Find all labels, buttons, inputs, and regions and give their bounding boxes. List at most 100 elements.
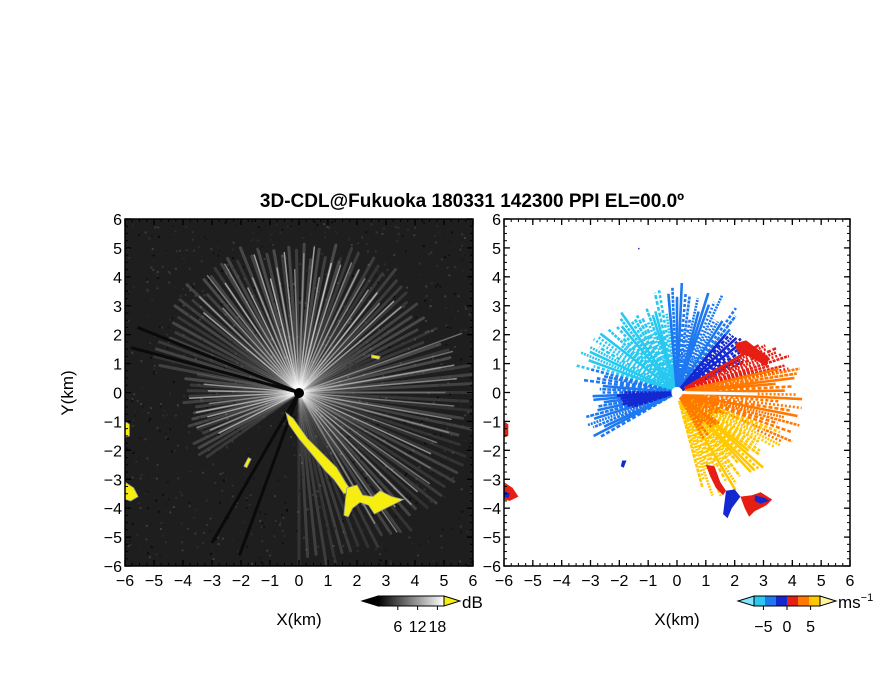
- snr-noise-cell: [220, 277, 223, 280]
- snr-noise-cell: [281, 540, 284, 543]
- snr-noise-cell: [258, 248, 261, 250]
- snr-noise-cell: [279, 231, 282, 234]
- snr-noise-cell: [428, 253, 430, 256]
- snr-noise-cell: [150, 266, 153, 269]
- snr-noise-cell: [225, 365, 227, 368]
- velocity-beam: [684, 354, 790, 392]
- snr-noise-cell: [434, 285, 437, 288]
- snr-beam: [283, 251, 300, 394]
- snr-noise-cell: [326, 226, 329, 228]
- snr-noise-cell: [430, 364, 433, 367]
- velocity-high-echo: [620, 460, 627, 468]
- snr-noise-cell: [262, 251, 265, 254]
- snr-noise-cell: [169, 392, 171, 395]
- snr-noise-cell: [279, 326, 282, 329]
- snr-noise-cell: [129, 540, 132, 543]
- radar-site-marker: [294, 388, 304, 398]
- velocity-xtick-label: −5: [524, 573, 542, 590]
- snr-xtick-label: −1: [261, 573, 279, 590]
- snr-noise-cell: [438, 384, 441, 387]
- snr-noise-cell: [402, 373, 405, 376]
- snr-beam: [297, 315, 413, 394]
- snr-noise-cell: [422, 372, 425, 375]
- snr-noise-cell: [132, 419, 135, 422]
- velocity-xtick-label: 3: [759, 573, 768, 590]
- snr-noise-cell: [323, 453, 326, 456]
- snr-noise-cell: [335, 437, 338, 440]
- snr-noise-cell: [431, 330, 434, 333]
- snr-noise-cell: [458, 398, 461, 401]
- snr-noise-cell: [369, 286, 372, 289]
- snr-noise-cell: [175, 276, 178, 279]
- snr-noise-cell: [238, 362, 241, 365]
- snr-noise-cell: [296, 510, 299, 513]
- snr-noise-cell: [277, 412, 280, 415]
- velocity-colorbar-unit-exponent: −1: [861, 592, 874, 604]
- snr-noise-cell: [403, 421, 406, 424]
- snr-beam: [297, 391, 383, 537]
- snr-noise-cell: [140, 360, 143, 363]
- snr-noise-cell: [330, 452, 333, 455]
- velocity-ytick-label: 0: [492, 386, 501, 403]
- snr-noise-cell: [315, 265, 318, 268]
- snr-beam: [298, 269, 360, 394]
- snr-noise-cell: [388, 490, 391, 492]
- snr-noise-cell: [439, 357, 442, 360]
- snr-noise-cell: [287, 336, 290, 339]
- snr-noise-cell: [149, 418, 152, 421]
- snr-noise-cell: [351, 526, 354, 529]
- velocity-beam: [680, 394, 720, 425]
- snr-noise-cell: [250, 239, 253, 242]
- snr-noise-cell: [367, 299, 370, 302]
- snr-noise-cell: [226, 446, 229, 449]
- snr-noise-cell: [222, 479, 225, 482]
- velocity-beam: [603, 374, 672, 393]
- snr-noise-cell: [444, 389, 447, 392]
- snr-noise-cell: [231, 539, 234, 542]
- snr-noise-cell: [192, 286, 195, 289]
- snr-noise-cell: [196, 299, 199, 302]
- snr-noise-cell: [361, 236, 364, 239]
- velocity-beam: [676, 317, 692, 388]
- snr-noise-cell: [244, 388, 247, 391]
- snr-noise-cell: [464, 440, 467, 443]
- snr-noise-cell: [224, 364, 227, 367]
- velocity-beam: [667, 293, 678, 387]
- snr-noise-cell: [167, 270, 170, 273]
- snr-noise-cell: [181, 549, 184, 552]
- snr-ytick-label: 6: [113, 212, 122, 229]
- snr-noise-cell: [408, 507, 411, 510]
- snr-noise-cell: [263, 304, 266, 307]
- snr-beam: [298, 289, 369, 394]
- snr-noise-cell: [339, 431, 342, 433]
- snr-noise-cell: [162, 493, 164, 496]
- snr-beam: [173, 304, 301, 394]
- snr-noise-cell: [416, 483, 419, 486]
- snr-beam: [297, 391, 310, 558]
- snr-beam: [297, 391, 465, 420]
- snr-noise-cell: [393, 295, 396, 298]
- snr-beam: [297, 391, 473, 413]
- snr-noise-cell: [338, 397, 340, 400]
- snr-noise-cell: [246, 365, 249, 368]
- snr-noise-cell: [167, 438, 169, 441]
- snr-noise-cell: [444, 295, 447, 298]
- snr-noise-cell: [231, 345, 234, 347]
- snr-noise-cell: [287, 562, 290, 565]
- snr-noise-cell: [155, 477, 158, 480]
- snr-noise-cell: [442, 334, 445, 337]
- snr-colorbar-bar: [377, 595, 445, 607]
- velocity-beam: [589, 367, 672, 393]
- snr-noise-cell: [316, 495, 319, 498]
- snr-noise-cell: [254, 287, 256, 289]
- snr-noise-cell: [289, 336, 292, 339]
- snr-noise-cell: [382, 227, 385, 230]
- velocity-beam: [684, 394, 766, 431]
- snr-noise-cell: [293, 416, 296, 419]
- snr-noise-cell: [198, 245, 201, 248]
- snr-noise-cell: [461, 510, 464, 513]
- velocity-ytick-label: −3: [483, 472, 501, 489]
- snr-noise-cell: [375, 231, 378, 234]
- snr-noise-cell: [405, 322, 408, 325]
